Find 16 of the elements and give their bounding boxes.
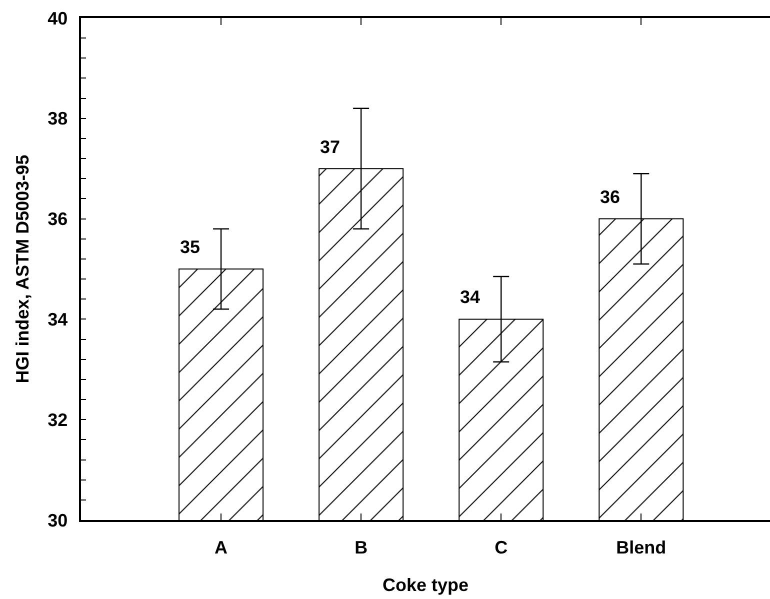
y-tick-label: 34	[48, 310, 68, 330]
y-tick-label: 38	[48, 108, 68, 129]
x-tick-label: B	[354, 537, 368, 558]
y-tick-label: 36	[48, 209, 68, 230]
data-label: 34	[460, 287, 480, 307]
data-label: 35	[180, 237, 200, 257]
y-axis-title: HGI index, ASTM D5003-95	[12, 154, 32, 384]
x-axis-title: Coke type	[382, 574, 469, 595]
x-tick-label: A	[214, 537, 228, 558]
data-label: 36	[600, 187, 620, 207]
data-label: 37	[320, 137, 340, 157]
y-tick-label: 32	[48, 410, 68, 430]
x-tick-label: Blend	[616, 537, 666, 558]
x-tick-label: C	[494, 537, 508, 558]
y-tick-label: 40	[48, 8, 68, 28]
y-tick-label: 30	[48, 510, 68, 530]
